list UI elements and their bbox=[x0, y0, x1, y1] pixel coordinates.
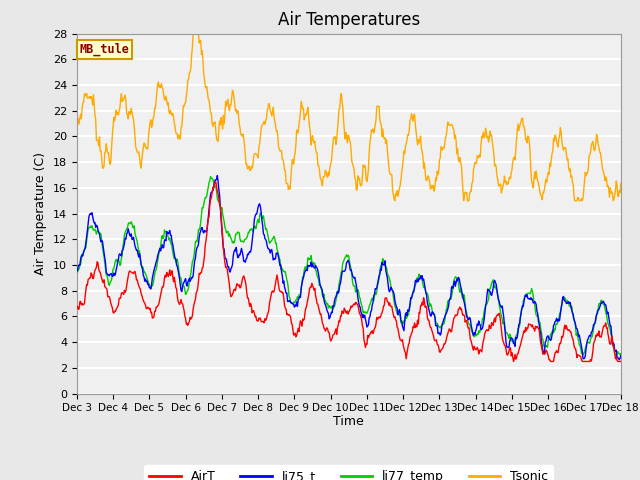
Text: MB_tule: MB_tule bbox=[79, 43, 129, 56]
Legend: AirT, li75_t, li77_temp, Tsonic: AirT, li75_t, li77_temp, Tsonic bbox=[144, 465, 554, 480]
Title: Air Temperatures: Air Temperatures bbox=[278, 11, 420, 29]
X-axis label: Time: Time bbox=[333, 415, 364, 428]
Y-axis label: Air Temperature (C): Air Temperature (C) bbox=[35, 152, 47, 275]
